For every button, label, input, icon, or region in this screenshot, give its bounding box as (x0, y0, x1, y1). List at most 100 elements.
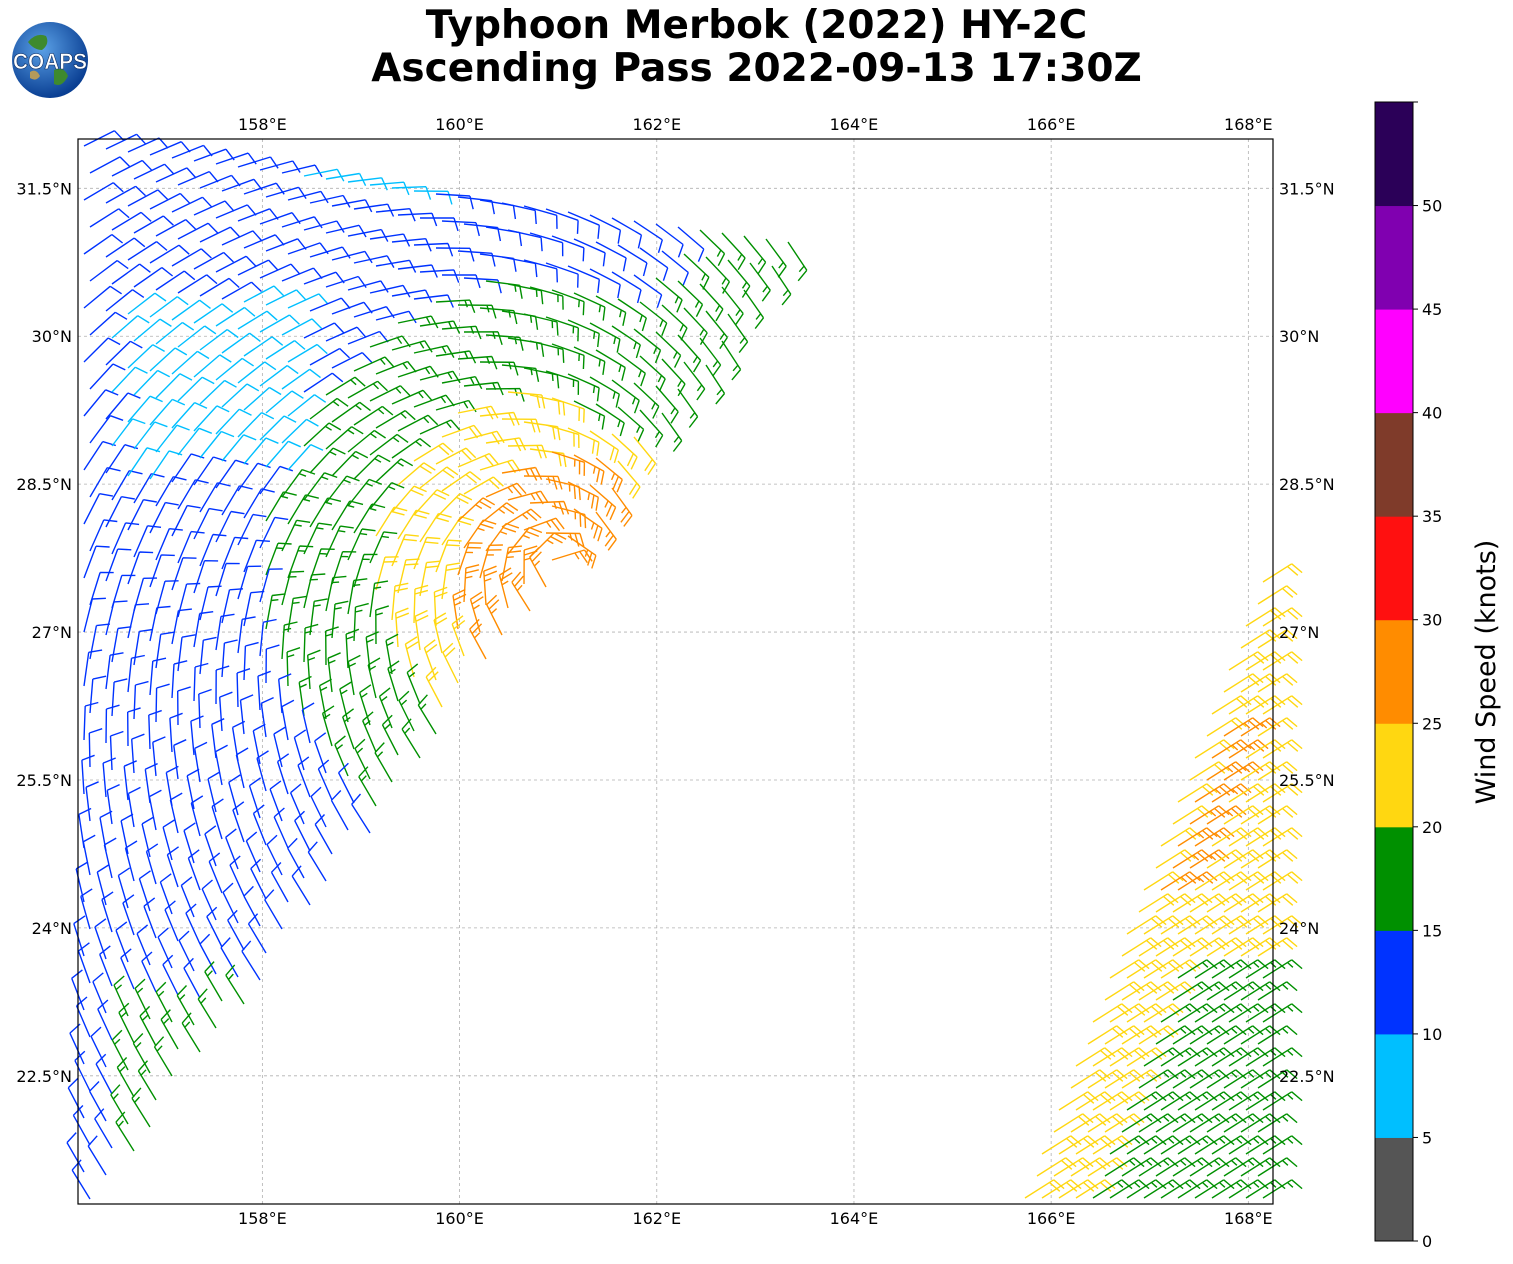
wind-barb (83, 285, 122, 309)
wind-barb (1257, 849, 1298, 869)
wind-barb (677, 226, 705, 262)
wind-barb (193, 405, 230, 432)
lon-tick-label-bottom: 166°E (1027, 1209, 1076, 1228)
wind-barb (1206, 1157, 1247, 1177)
wind-barb (1257, 893, 1298, 913)
wind-barb (1240, 893, 1281, 913)
wind-barb (222, 882, 239, 924)
wind-barb (1228, 827, 1269, 847)
wind-barb (523, 205, 558, 229)
map-title: Typhoon Merbok (2022) HY-2C Ascending Pa… (0, 4, 1513, 90)
wind-barb (193, 200, 235, 216)
colorbar-bin (1375, 516, 1413, 621)
wind-barb (132, 1033, 151, 1074)
wind-barb (551, 235, 585, 262)
wind-barb (589, 268, 621, 299)
wind-barb (149, 296, 189, 318)
wind-barb (232, 801, 245, 843)
wind-barb (507, 229, 543, 252)
wind-barb (138, 870, 151, 912)
wind-barb (391, 438, 432, 459)
wind-barb (1160, 915, 1201, 935)
wind-barb (1206, 1113, 1247, 1133)
wind-barb (243, 182, 285, 195)
wind-barb (281, 418, 319, 444)
wind-barb (1172, 1025, 1213, 1045)
wind-barb (347, 280, 389, 293)
wind-barb (133, 163, 175, 180)
wind-barb (164, 900, 179, 942)
wind-barb (221, 230, 263, 246)
lon-tick-label-top: 160°E (435, 115, 484, 134)
wind-barb (567, 211, 600, 239)
colorbar-tick-label: 5 (1422, 1128, 1432, 1147)
wind-barb (705, 364, 726, 405)
wind-barb (113, 975, 129, 1017)
wind-barb (1172, 1113, 1213, 1133)
wind-barb (1245, 1091, 1286, 1111)
wind-barb (1223, 717, 1264, 737)
wind-barb (347, 528, 376, 561)
wind-barb (325, 326, 367, 342)
wind-barb (276, 753, 290, 795)
wind-barb (85, 781, 99, 822)
wind-barb (193, 354, 232, 378)
wind-barb (567, 373, 600, 402)
wind-barb (1223, 849, 1264, 869)
wind-barb (149, 501, 179, 534)
wind-barb (155, 580, 179, 615)
wind-barb (1211, 827, 1252, 847)
wind-barb (404, 636, 419, 678)
wind-barb (117, 867, 131, 909)
wind-barb (639, 301, 668, 336)
wind-barb (1223, 981, 1264, 1001)
wind-barb (199, 277, 240, 297)
wind-barb (353, 356, 395, 372)
wind-barb (257, 670, 271, 711)
lat-tick-label-right: 27°N (1279, 623, 1319, 642)
wind-barb (243, 285, 285, 303)
wind-barb (523, 545, 538, 585)
wind-barb (331, 301, 373, 315)
wind-barb (287, 443, 324, 471)
wind-barb (1194, 1003, 1235, 1023)
wind-barb (457, 452, 499, 468)
wind-barb (260, 696, 274, 738)
wind-barb (111, 263, 151, 285)
wind-barb (1155, 1069, 1196, 1089)
wind-barb (441, 471, 482, 492)
wind-barb (354, 738, 371, 780)
wind-barb (1228, 915, 1269, 935)
wind-barb (545, 262, 579, 288)
wind-barb (435, 299, 476, 314)
wind-barb (236, 668, 251, 708)
wind-barb (397, 365, 439, 378)
wind-barb (131, 733, 145, 774)
wind-barb (507, 526, 543, 555)
colorbar-tick-label: 20 (1422, 818, 1442, 837)
wind-barb (127, 499, 157, 531)
wind-barb (155, 321, 195, 345)
wind-barb (105, 289, 145, 312)
wind-barb (1177, 915, 1218, 935)
wind-barb (1075, 1091, 1116, 1111)
wind-barb (204, 825, 217, 867)
wind-barb (199, 226, 241, 243)
wind-barb (347, 578, 368, 615)
wind-barb (441, 424, 483, 439)
wind-barb (259, 160, 301, 173)
wind-barb (727, 313, 749, 354)
wind-barb (1058, 1179, 1099, 1199)
wind-barb (89, 311, 128, 336)
wind-barb (655, 331, 682, 368)
wind-barb (347, 330, 389, 345)
wind-barb (479, 307, 518, 325)
wind-barb (301, 702, 315, 744)
wind-barb (1189, 849, 1230, 869)
wind-barb (155, 218, 197, 237)
wind-barb (92, 972, 107, 1014)
wind-barb (171, 401, 208, 429)
wind-barb (227, 909, 245, 951)
wind-barb (297, 756, 311, 798)
wind-barb (243, 885, 261, 927)
